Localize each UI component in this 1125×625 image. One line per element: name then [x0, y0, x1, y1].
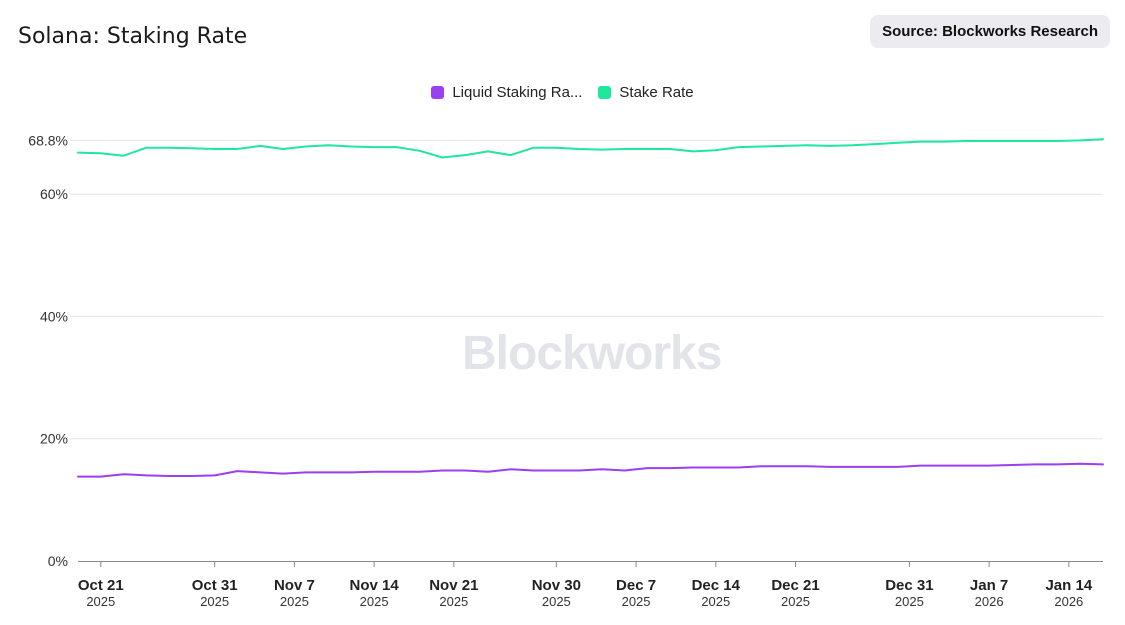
x-tick-year: 2025 [86, 594, 115, 609]
chart-title: Solana: Staking Rate [18, 24, 248, 49]
series-line-liquid-staking [77, 462, 1104, 478]
x-tick-year: 2025 [701, 594, 730, 609]
y-tick-label: 40% [40, 308, 68, 324]
x-tick-label: Nov 30 [532, 577, 581, 594]
x-tick-label: Nov 14 [350, 577, 400, 594]
y-tick-label: 0% [48, 553, 68, 569]
x-tick-label: Oct 31 [192, 577, 238, 594]
x-tick-year: 2025 [439, 594, 468, 609]
x-tick-year: 2025 [781, 594, 810, 609]
legend-swatch-stake-rate [598, 86, 612, 99]
x-tick-year: 2026 [975, 594, 1004, 609]
x-tick-label: Dec 7 [616, 577, 656, 594]
y-tick-label: 68.8% [28, 132, 68, 148]
source-badge: Source: Blockworks Research [870, 15, 1110, 48]
x-tick-year: 2025 [895, 594, 924, 609]
x-tick-year: 2025 [200, 594, 229, 609]
x-tick-year: 2025 [542, 594, 571, 609]
series-line-stake-rate [77, 138, 1104, 159]
legend-swatch-liquid-staking [431, 86, 445, 99]
x-tick-label: Nov 7 [274, 577, 315, 594]
y-tick-label: 20% [40, 431, 68, 447]
x-tick-label: Oct 21 [78, 577, 124, 594]
x-tick-label: Jan 14 [1045, 577, 1092, 594]
blockworks-watermark: Blockworks [462, 327, 722, 380]
chart-legend: Liquid Staking Ra... Stake Rate [0, 84, 1125, 101]
x-tick-label: Dec 31 [885, 577, 933, 594]
x-tick-label: Dec 21 [771, 577, 819, 594]
legend-label-liquid-staking: Liquid Staking Ra... [452, 84, 583, 101]
y-tick-label: 60% [40, 186, 68, 202]
x-tick-label: Dec 14 [692, 577, 741, 594]
x-tick-year: 2025 [280, 594, 309, 609]
x-tick-label: Jan 7 [970, 577, 1008, 594]
x-tick-year: 2025 [622, 594, 651, 609]
legend-label-stake-rate: Stake Rate [619, 84, 694, 101]
x-tick-label: Nov 21 [429, 577, 478, 594]
x-tick-year: 2026 [1054, 594, 1083, 609]
x-tick-year: 2025 [360, 594, 389, 609]
legend-item-liquid-staking[interactable]: Liquid Staking Ra... [431, 84, 582, 101]
legend-item-stake-rate[interactable]: Stake Rate [598, 84, 694, 101]
